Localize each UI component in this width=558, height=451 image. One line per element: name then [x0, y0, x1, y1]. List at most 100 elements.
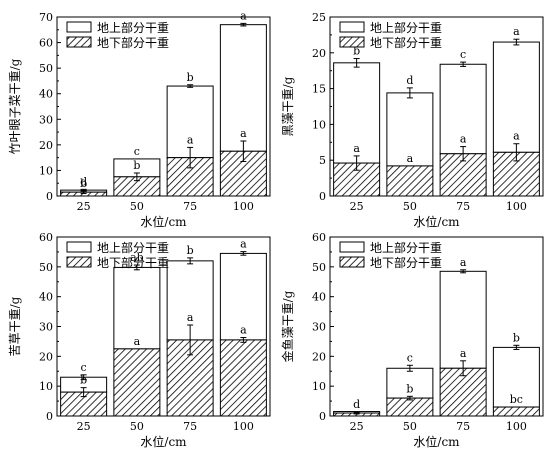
y-tick-label: 25 [312, 11, 326, 24]
y-tick-label: 10 [39, 380, 53, 393]
legend-swatch-belowground [339, 36, 365, 48]
legend-label-aboveground: 地上部分干重 [97, 240, 169, 255]
bar-belowground [492, 406, 540, 417]
y-tick-label: 50 [312, 261, 326, 274]
y-tick-label: 70 [39, 11, 53, 24]
x-tick-label: 50 [403, 200, 417, 213]
x-tick-label: 75 [183, 420, 197, 433]
y-tick-label: 20 [312, 47, 326, 60]
significance-letter-aboveground: c [407, 351, 413, 364]
y-tick-label: 20 [312, 350, 326, 363]
bar-belowground [219, 339, 267, 417]
x-tick-label: 50 [130, 200, 144, 213]
significance-letter-belowground: a [187, 133, 194, 146]
x-tick-label: 75 [456, 420, 470, 433]
legend-label-aboveground: 地上部分干重 [370, 240, 442, 255]
x-axis-label: 水位/cm [413, 214, 460, 229]
significance-letter-aboveground: b [187, 244, 194, 257]
significance-letter-aboveground: ab [130, 251, 144, 264]
significance-letter-aboveground: a [240, 238, 247, 251]
x-tick-label: 25 [350, 420, 364, 433]
x-axis-label: 水位/cm [140, 434, 187, 449]
significance-letter-belowground: b [406, 382, 413, 395]
y-tick-label: 60 [312, 231, 326, 244]
bar-aboveground [386, 92, 434, 167]
y-tick-label: 50 [39, 62, 53, 75]
significance-letter-belowground: a [513, 130, 520, 143]
x-tick-label: 25 [77, 200, 91, 213]
y-tick-label: 15 [312, 83, 326, 96]
x-tick-label: 50 [130, 420, 144, 433]
significance-letter-belowground: b [80, 374, 87, 387]
legend-swatch-aboveground [66, 241, 92, 253]
bar-belowground [386, 165, 434, 197]
x-tick-label: 100 [506, 200, 527, 213]
y-tick-label: 30 [39, 113, 53, 126]
y-axis-label: 黑藻干重/g [281, 76, 295, 136]
y-tick-label: 10 [312, 118, 326, 131]
x-tick-label: 75 [183, 200, 197, 213]
bar-aboveground [333, 62, 381, 164]
significance-letter-belowground: a [187, 311, 194, 324]
significance-letter-aboveground: b [513, 331, 520, 344]
legend-label-belowground: 地下部分干重 [370, 35, 442, 50]
x-tick-label: 100 [233, 200, 254, 213]
significance-letter-aboveground: a [240, 9, 247, 22]
y-tick-label: 0 [319, 410, 326, 423]
bar-aboveground [439, 63, 487, 155]
y-tick-label: 10 [39, 164, 53, 177]
x-tick-label: 100 [233, 420, 254, 433]
bar-aboveground [492, 41, 540, 153]
x-axis-label: 水位/cm [140, 214, 187, 229]
chart-panel-4: 0 10 20 30 40 50 60 金鱼藻干重/g 水位/cm 25 d 50 c b 75 a a 100 b… [280, 231, 544, 449]
chart-panel-3: 0102030405060苦草干重/g水位/cm25cb50aba75ba100… [8, 231, 271, 449]
legend-label-aboveground: 地上部分干重 [97, 20, 169, 35]
legend-swatch-belowground [66, 36, 92, 48]
x-axis-label: 水位/cm [413, 434, 460, 449]
legend-label-belowground: 地下部分干重 [97, 255, 169, 270]
significance-letter-belowground: d [353, 398, 360, 411]
legend-swatch-belowground [339, 256, 365, 268]
y-tick-label: 40 [39, 88, 53, 101]
legend-swatch-aboveground [339, 241, 365, 253]
x-tick-label: 75 [456, 200, 470, 213]
chart-panel-2: 0 5 10 15 20 25 黑藻干重/g 水位/cm 25 b a 50 d a 75 c a 100 a a 地上… [281, 11, 544, 229]
y-tick-label: 50 [39, 261, 53, 274]
legend-swatch-aboveground [339, 21, 365, 33]
significance-letter-belowground: b [133, 159, 140, 172]
legend-label-belowground: 地下部分干重 [370, 255, 442, 270]
significance-letter-aboveground: d [406, 74, 413, 87]
chart-panel-1: 010203040506070竹叶眼子菜干重/g水位/cm25db50cb75b… [8, 9, 271, 229]
legend-label-aboveground: 地上部分干重 [370, 20, 442, 35]
significance-letter-aboveground: b [353, 45, 360, 58]
significance-letter-belowground: a [353, 142, 360, 155]
significance-letter-aboveground: c [134, 145, 140, 158]
x-tick-label: 100 [506, 420, 527, 433]
x-tick-label: 25 [77, 420, 91, 433]
bar-belowground [113, 348, 161, 417]
significance-letter-aboveground: a [460, 256, 467, 269]
y-tick-label: 40 [312, 291, 326, 304]
significance-letter-belowground: a [134, 335, 141, 348]
bar-aboveground [219, 24, 267, 152]
x-tick-label: 50 [403, 420, 417, 433]
y-tick-label: 30 [312, 321, 326, 334]
y-tick-label: 0 [46, 410, 53, 423]
significance-letter-aboveground: c [81, 361, 87, 374]
y-tick-label: 30 [39, 321, 53, 334]
y-tick-label: 0 [46, 190, 53, 203]
significance-letter-belowground: bc [510, 393, 523, 406]
legend-label-belowground: 地下部分干重 [97, 35, 169, 50]
bar-belowground [386, 397, 434, 417]
y-axis-label: 竹叶眼子菜干重/g [8, 58, 22, 154]
y-tick-label: 20 [39, 350, 53, 363]
y-axis-label: 苦草干重/g [8, 296, 22, 356]
y-tick-label: 60 [39, 231, 53, 244]
significance-letter-aboveground: d [80, 175, 87, 188]
y-tick-label: 5 [319, 154, 326, 167]
y-axis-label: 金鱼藻干重/g [280, 290, 295, 362]
y-tick-label: 40 [39, 291, 53, 304]
legend-swatch-belowground [66, 256, 92, 268]
significance-letter-aboveground: c [460, 48, 466, 61]
